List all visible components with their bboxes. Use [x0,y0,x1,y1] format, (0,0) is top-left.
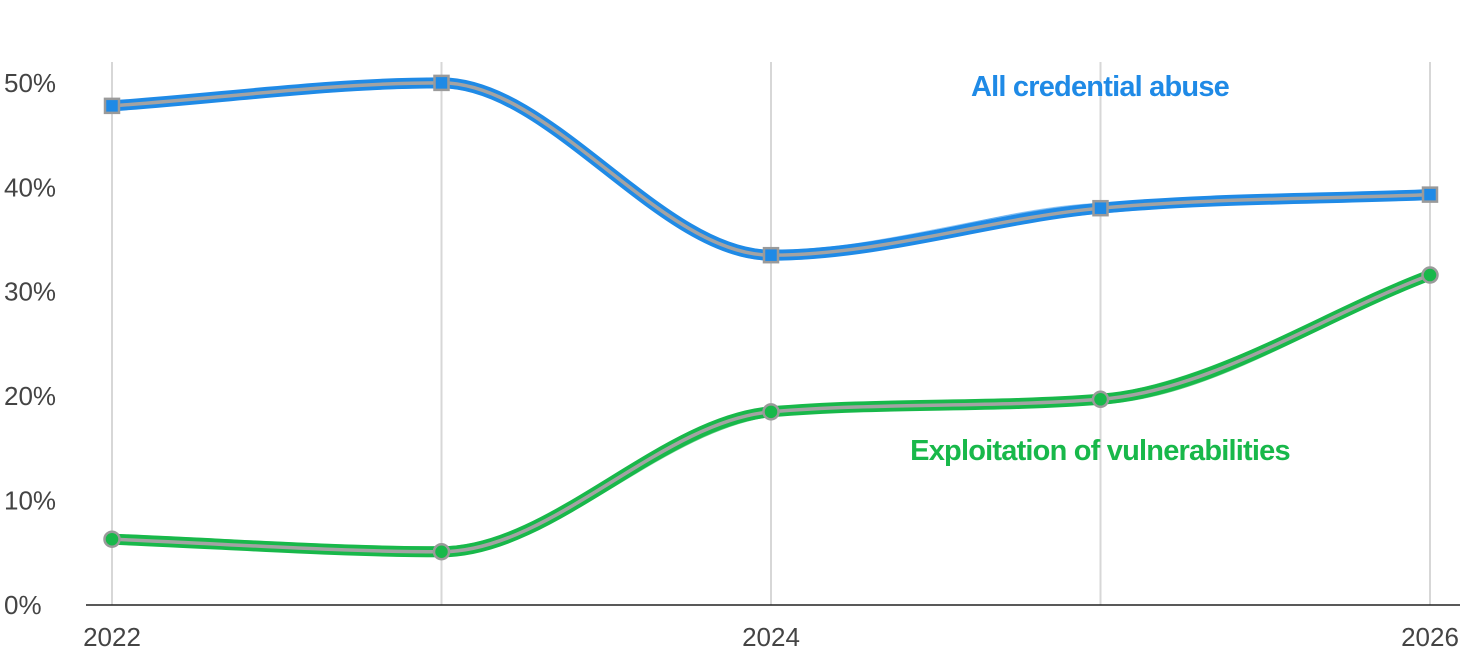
series-1-point-1 [432,542,451,561]
y-tick-label: 40% [4,172,56,202]
series-0-point-3 [1092,199,1109,217]
x-tick-label: 2024 [742,622,800,652]
y-tick-label: 10% [4,486,56,516]
gridlines [111,62,1431,605]
series-1-point-2 [762,403,780,421]
x-tick-label: 2026 [1401,622,1459,652]
y-tick-label: 20% [4,381,56,411]
series-0-point-1 [433,74,450,92]
series-group [103,74,1439,561]
y-tick-label: 0% [4,590,42,620]
series-label-credential-abuse: All credential abuse [971,71,1230,103]
series-0 [103,74,1439,264]
series-1-point-0 [103,530,121,548]
x-tick-label: 2022 [83,622,141,652]
y-tick-label: 50% [4,68,56,98]
y-tick-label: 30% [4,277,56,307]
series-1-point-4 [1421,266,1439,284]
y-axis: 0% 10% 20% 30% 40% 50% [4,68,56,620]
series-1-point-3 [1091,390,1110,409]
series-0-point-2 [762,246,780,264]
series-0-point-0 [103,97,121,115]
x-axis: 2022 2024 2026 [83,604,1460,652]
series-1 [103,266,1439,561]
series-0-point-4 [1421,186,1439,203]
series-label-exploitation: Exploitation of vulnerabilities [910,435,1290,467]
